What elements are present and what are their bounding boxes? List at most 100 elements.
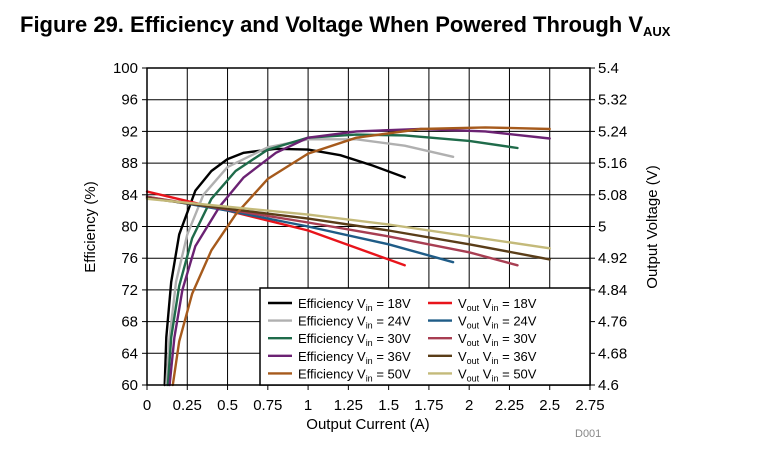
series-line-1	[163, 147, 406, 387]
legend-text: = 36V	[499, 349, 537, 364]
legend-subscript: in	[491, 338, 498, 348]
x-tick-label: 2.25	[495, 397, 524, 414]
y2-tick-label: 5.24	[598, 123, 627, 140]
legend-subscript: in	[366, 303, 373, 313]
x-tick-label: 0.25	[173, 397, 202, 414]
legend-text: = 18V	[373, 296, 411, 311]
y-tick-label: 64	[121, 345, 138, 362]
x-axis-label: Output Current (A)	[306, 416, 429, 433]
legend-subscript: out	[467, 356, 480, 366]
legend-text: Efficiency V	[298, 331, 366, 346]
y-tick-label: 72	[121, 282, 138, 299]
series-lines	[145, 126, 551, 387]
y-axis-label: Efficiency (%)	[82, 181, 99, 272]
legend-text: Efficiency V	[298, 349, 366, 364]
x-tick-label: 1.75	[414, 397, 443, 414]
x-tick-label: 2	[465, 397, 473, 414]
legend-subscript: out	[467, 338, 480, 348]
legend-label-9: Efficiency Vin = 50V	[298, 366, 411, 383]
y-tick-label: 96	[121, 92, 138, 109]
legend-text: V	[479, 349, 492, 364]
y2-tick-label: 5.08	[598, 187, 627, 204]
legend: Efficiency Vin = 18V Vout Vin = 18VEffici…	[259, 287, 591, 386]
legend-box	[259, 287, 591, 386]
legend-subscript: in	[366, 338, 373, 348]
x-tick-label: 0.5	[217, 397, 238, 414]
x-tick-label: 1.5	[378, 397, 399, 414]
legend-label-5: Efficiency Vin = 30V	[298, 331, 411, 348]
legend-text: = 24V	[499, 314, 537, 329]
legend-text: V	[458, 349, 467, 364]
legend-text: V	[458, 366, 467, 381]
y-tick-label: 80	[121, 219, 138, 236]
chart-title-text: Figure 29. Efficiency and Voltage When P…	[20, 12, 644, 37]
legend-text: V	[458, 314, 467, 329]
y-tick-label: 68	[121, 314, 138, 331]
y-tick-label: 92	[121, 123, 138, 140]
legend-label-10: Vout Vin = 50V	[458, 366, 537, 383]
series-line-9	[171, 126, 551, 387]
series-line-2	[145, 190, 406, 267]
y2-tick-label: 5	[598, 219, 606, 236]
legend-label-7: Efficiency Vin = 36V	[298, 349, 411, 366]
x-tick-label: 1	[304, 397, 312, 414]
legend-subscript: in	[366, 321, 373, 331]
legend-text: = 50V	[499, 366, 537, 381]
legend-subscript: in	[366, 373, 373, 383]
watermark: D001	[575, 428, 601, 440]
legend-text: = 36V	[373, 349, 411, 364]
legend-subscript: out	[467, 303, 480, 313]
series-line-8	[145, 196, 551, 261]
legend-subscript: in	[491, 356, 498, 366]
legend-subscript: in	[366, 356, 373, 366]
legend-text: Efficiency V	[298, 314, 366, 329]
y-tick-label: 76	[121, 250, 138, 267]
y-tick-label: 60	[121, 377, 138, 394]
legend-text: V	[458, 296, 467, 311]
x-tick-label: 2.75	[575, 397, 604, 414]
legend-subscript: in	[491, 373, 498, 383]
series-line-3	[165, 138, 455, 387]
legend-text: V	[479, 314, 492, 329]
legend-label-6: Vout Vin = 30V	[458, 331, 537, 348]
legend-label-4: Vout Vin = 24V	[458, 314, 537, 331]
x-tick-label: 0.75	[253, 397, 282, 414]
legend-label-8: Vout Vin = 36V	[458, 349, 537, 366]
y2-tick-label: 4.92	[598, 250, 627, 267]
legend-text: V	[479, 331, 492, 346]
legend-text: V	[479, 296, 492, 311]
legend-subscript: out	[467, 321, 480, 331]
y2-tick-label: 5.4	[598, 60, 619, 77]
legend-text: = 30V	[373, 331, 411, 346]
chart-title: Figure 29. Efficiency and Voltage When P…	[20, 12, 670, 39]
legend-text: = 24V	[373, 314, 411, 329]
y2-tick-label: 4.68	[598, 345, 627, 362]
y-tick-label: 84	[121, 187, 138, 204]
y-tick-label: 88	[121, 155, 138, 172]
legend-text: V	[458, 331, 467, 346]
series-line-5	[166, 133, 519, 387]
legend-label-2: Vout Vin = 18V	[458, 296, 537, 313]
legend-text: Efficiency V	[298, 366, 366, 381]
legend-text: = 18V	[499, 296, 537, 311]
legend-label-1: Efficiency Vin = 18V	[298, 296, 411, 313]
chart-title-subscript: AUX	[643, 24, 671, 39]
y2-tick-label: 5.32	[598, 92, 627, 109]
x-tick-label: 0	[143, 397, 151, 414]
y2-axis-label: Output Voltage (V)	[644, 165, 661, 288]
legend-subscript: in	[491, 321, 498, 331]
legend-text: V	[479, 366, 492, 381]
series-line-10	[145, 197, 551, 250]
legend-subscript: out	[467, 373, 480, 383]
x-tick-label: 1.25	[334, 397, 363, 414]
legend-label-3: Efficiency Vin = 24V	[298, 314, 411, 331]
y2-tick-label: 4.84	[598, 282, 627, 299]
legend-subscript: in	[491, 303, 498, 313]
tick-labels: 0 0.25 0.5 0.75 1 1.25 1.5 1.75 2 2.25 2.5 2.75 60 64…	[113, 60, 627, 414]
y2-tick-label: 4.6	[598, 377, 619, 394]
y2-tick-label: 5.16	[598, 155, 627, 172]
legend-text: = 30V	[499, 331, 537, 346]
legend-text: = 50V	[373, 366, 411, 381]
y2-tick-label: 4.76	[598, 314, 627, 331]
